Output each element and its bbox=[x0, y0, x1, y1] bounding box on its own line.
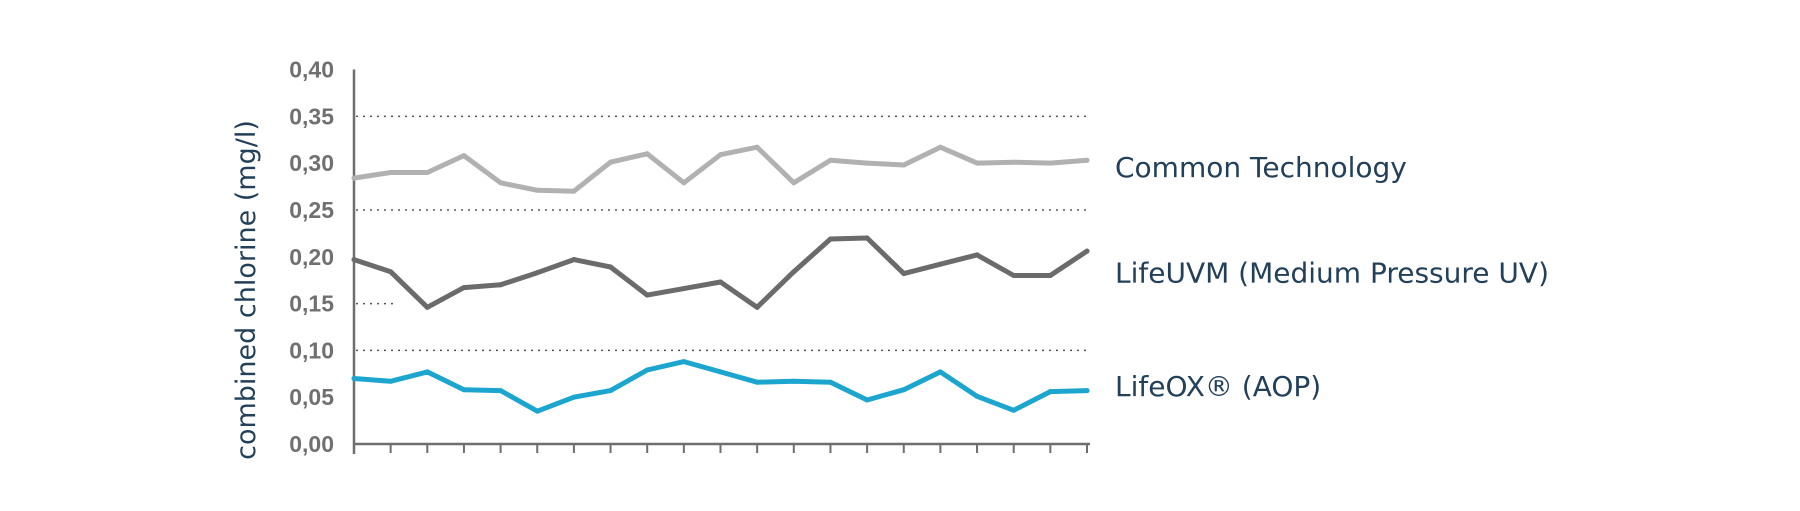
data-point bbox=[1047, 160, 1053, 166]
data-point bbox=[461, 387, 467, 393]
y-tick-label: 0,05 bbox=[289, 384, 334, 410]
data-point bbox=[351, 375, 357, 381]
data-point bbox=[644, 151, 650, 157]
y-tick-label: 0,25 bbox=[289, 197, 334, 223]
series-labels: Common Technology LifeUVM (Medium Pressur… bbox=[1115, 151, 1549, 403]
data-point bbox=[791, 378, 797, 384]
data-point bbox=[534, 187, 540, 193]
y-axis-label: combined chlorine (mg/l) bbox=[231, 120, 262, 460]
gridlines bbox=[356, 115, 1090, 352]
data-point bbox=[791, 269, 797, 275]
data-point bbox=[644, 367, 650, 373]
data-point bbox=[754, 304, 760, 310]
data-point bbox=[498, 180, 504, 186]
data-point bbox=[424, 369, 430, 375]
data-point bbox=[864, 160, 870, 166]
series-label: LifeUVM (Medium Pressure UV) bbox=[1115, 257, 1549, 290]
data-point bbox=[388, 378, 394, 384]
data-point bbox=[498, 388, 504, 394]
data-point bbox=[827, 157, 833, 163]
y-tick-label: 0,00 bbox=[289, 431, 334, 457]
series-line bbox=[351, 235, 1090, 310]
series-line bbox=[351, 359, 1090, 414]
data-point bbox=[571, 188, 577, 194]
data-point bbox=[1047, 272, 1053, 278]
data-point bbox=[608, 264, 614, 270]
data-point bbox=[608, 159, 614, 165]
data-point bbox=[388, 169, 394, 175]
data-point bbox=[461, 153, 467, 159]
data-point bbox=[827, 236, 833, 242]
data-point bbox=[974, 393, 980, 399]
data-point bbox=[901, 387, 907, 393]
data-point bbox=[937, 261, 943, 267]
data-point bbox=[718, 152, 723, 158]
data-point bbox=[937, 369, 943, 375]
data-point bbox=[827, 379, 833, 385]
data-point bbox=[718, 369, 723, 375]
series-label: LifeOX® (AOP) bbox=[1115, 370, 1321, 403]
y-tick-label: 0,30 bbox=[289, 150, 334, 176]
data-point bbox=[1011, 407, 1017, 413]
data-point bbox=[534, 408, 540, 414]
data-point bbox=[754, 144, 760, 150]
y-tick-label: 0,15 bbox=[289, 291, 334, 317]
data-point bbox=[1084, 157, 1090, 163]
data-point bbox=[937, 144, 943, 150]
data-point bbox=[534, 270, 540, 276]
data-point bbox=[644, 292, 650, 298]
data-point bbox=[681, 359, 687, 365]
data-point bbox=[718, 279, 723, 285]
data-point bbox=[864, 235, 870, 241]
data-point bbox=[424, 304, 430, 310]
y-tick-label: 0,40 bbox=[289, 57, 334, 83]
data-point bbox=[424, 169, 430, 175]
y-tick-labels: 0,00 0,05 0,10 0,15 0,20 0,25 0,30 0,35 0,40 bbox=[289, 57, 334, 458]
data-point bbox=[388, 269, 394, 275]
data-point bbox=[351, 257, 357, 263]
data-point bbox=[901, 271, 907, 277]
data-point bbox=[974, 160, 980, 166]
data-point bbox=[571, 394, 577, 400]
data-point bbox=[681, 286, 687, 292]
data-point bbox=[1084, 248, 1090, 254]
series-lines bbox=[351, 144, 1090, 414]
data-point bbox=[681, 180, 687, 186]
data-point bbox=[1011, 272, 1017, 278]
data-point bbox=[498, 282, 504, 288]
y-tick-label: 0,20 bbox=[289, 244, 334, 270]
data-point bbox=[351, 175, 357, 181]
data-point bbox=[461, 285, 467, 291]
data-point bbox=[1047, 389, 1053, 395]
data-point bbox=[901, 162, 907, 168]
data-point bbox=[791, 180, 797, 186]
data-point bbox=[1084, 388, 1090, 394]
y-tick-label: 0,10 bbox=[289, 337, 334, 363]
y-tick-label: 0,35 bbox=[289, 103, 334, 129]
data-point bbox=[1011, 159, 1017, 165]
data-point bbox=[608, 388, 614, 394]
data-point bbox=[974, 252, 980, 258]
data-point bbox=[571, 257, 577, 263]
data-point bbox=[864, 397, 870, 403]
data-point bbox=[754, 379, 760, 385]
series-label: Common Technology bbox=[1115, 151, 1407, 184]
